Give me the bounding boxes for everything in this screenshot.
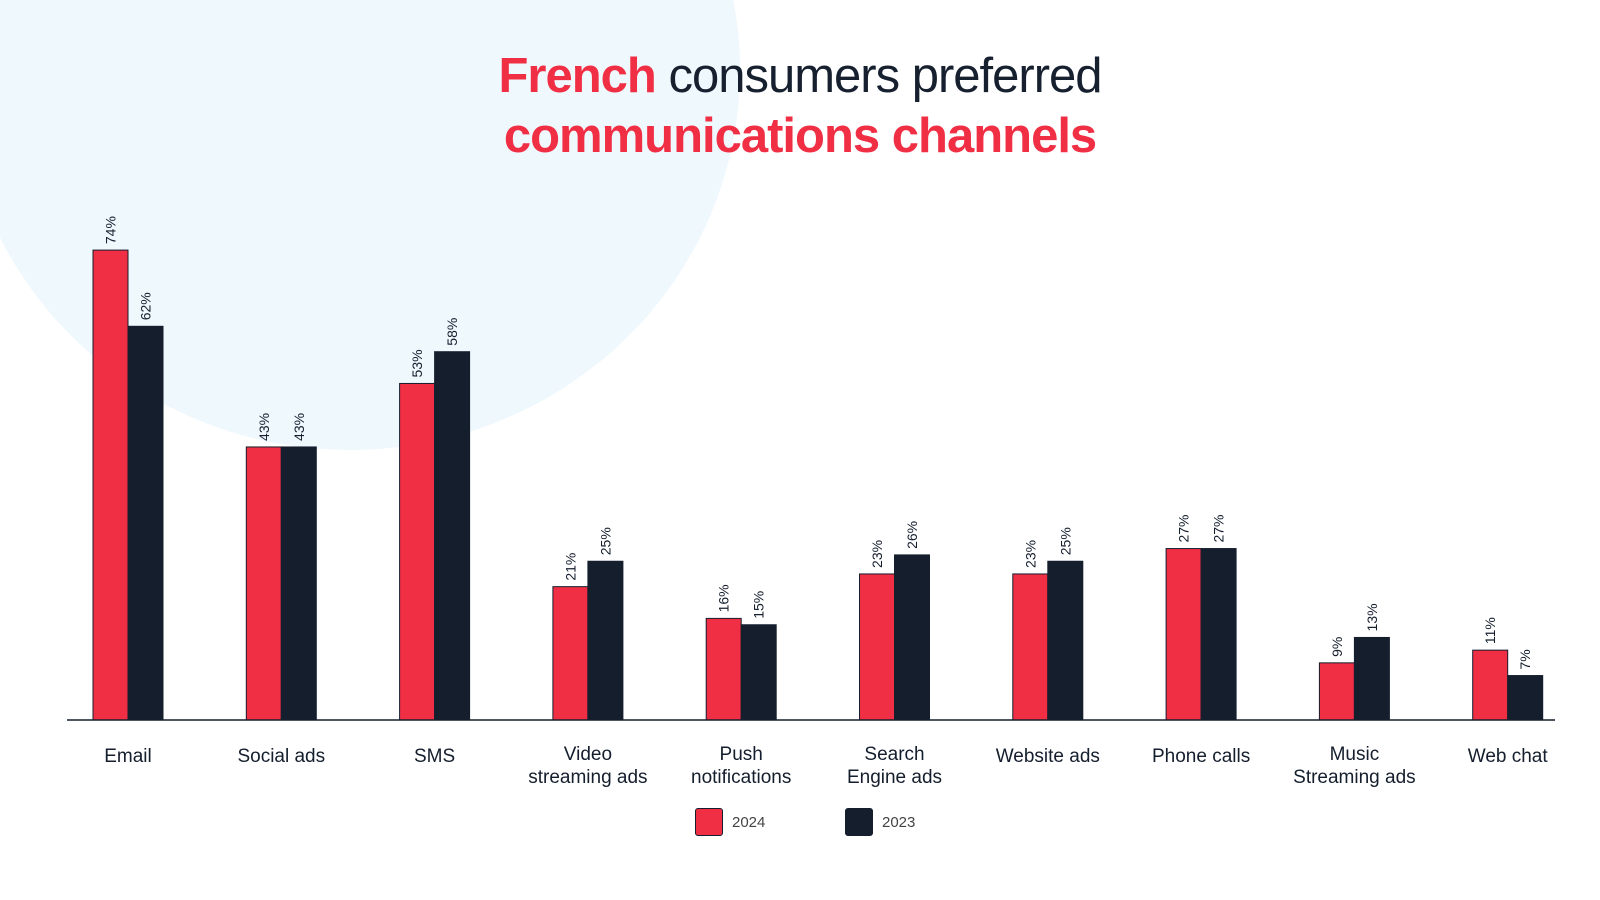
legend-label: 2023 [882, 813, 916, 831]
bar-2024 [1472, 649, 1509, 721]
data-label: 13% [1364, 603, 1380, 631]
data-label: 43% [291, 413, 307, 441]
title-rest: consumers preferred [655, 49, 1102, 103]
category-label: Social ads [237, 746, 325, 767]
category-label: Push notifications [691, 744, 791, 788]
bar-2023 [587, 560, 624, 721]
bar-2024 [859, 573, 895, 721]
bar-2023 [1507, 675, 1544, 721]
bar-2024 [245, 446, 282, 721]
data-label: 74% [103, 216, 119, 244]
bar-2023 [434, 351, 471, 721]
bar-2024 [1318, 662, 1355, 721]
bar-2023 [1200, 548, 1237, 721]
bar-2023 [127, 325, 164, 721]
data-label: 26% [904, 521, 920, 549]
bar-2024 [1165, 548, 1202, 721]
legend-item-2024: 2024 [695, 808, 765, 836]
data-label: 11% [1482, 617, 1498, 644]
data-label: 23% [869, 540, 885, 568]
legend-swatch [845, 808, 873, 836]
chart-title: French consumers preferred communication… [0, 46, 1600, 166]
data-label: 25% [1057, 527, 1073, 555]
data-label: 43% [256, 413, 272, 441]
category-label: Web chat [1468, 746, 1549, 767]
bar-2023 [280, 446, 317, 721]
title-highlight: French [498, 49, 656, 103]
legend-item-2023: 2023 [845, 808, 915, 836]
bar-2023 [740, 624, 777, 721]
data-label: 9% [1329, 637, 1345, 657]
data-label: 21% [562, 553, 578, 581]
bar-2023 [1047, 560, 1084, 721]
category-label: Website ads [996, 746, 1100, 767]
data-label: 16% [716, 584, 732, 612]
bar-2024 [1012, 573, 1049, 721]
title-line2: communications channels [503, 109, 1097, 163]
category-label: Video streaming ads [528, 744, 647, 788]
data-label: 27% [1211, 515, 1227, 543]
bar-2023 [894, 554, 930, 721]
data-label: 62% [138, 292, 154, 320]
category-label: Phone calls [1152, 746, 1250, 767]
bar-2023 [1353, 636, 1390, 721]
data-label: 25% [597, 527, 613, 555]
legend-label: 2024 [732, 813, 766, 831]
data-label: 23% [1022, 540, 1038, 568]
legend: 2024 2023 [0, 808, 1600, 840]
data-label: 27% [1176, 515, 1192, 543]
bar-2024 [399, 382, 436, 721]
category-label: Search Engine ads [847, 744, 942, 788]
category-label: SMS [414, 746, 455, 767]
category-label: Music Streaming ads [1293, 744, 1416, 788]
data-label: 7% [1517, 649, 1533, 669]
bar-2024 [705, 617, 742, 721]
category-label: Email [104, 746, 152, 767]
bar-2024 [92, 249, 129, 721]
data-label: 15% [751, 591, 767, 619]
legend-swatch [695, 808, 723, 836]
data-label: 58% [444, 318, 460, 346]
data-label: 53% [409, 349, 425, 377]
bar-2024 [552, 586, 589, 721]
